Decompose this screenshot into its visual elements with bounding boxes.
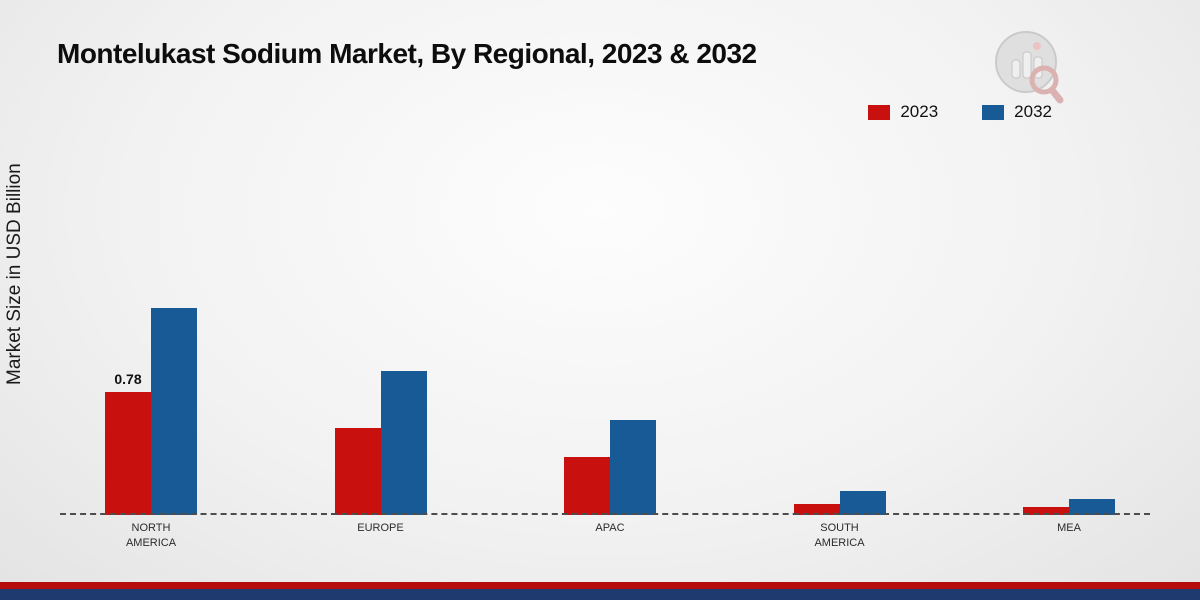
x-axis-baseline xyxy=(60,513,1150,515)
legend-label-2032: 2032 xyxy=(1014,102,1052,121)
bar-group: 0.78 xyxy=(105,308,197,515)
bar-2032-north-america[interactable] xyxy=(151,308,197,515)
bar-group xyxy=(334,371,427,515)
market-research-future-logo-icon xyxy=(995,31,1064,104)
footer-strips xyxy=(0,582,1200,600)
bar-group xyxy=(1023,499,1115,515)
x-axis-label: EUROPE xyxy=(357,522,404,534)
x-axis-label: MEA xyxy=(1057,522,1081,534)
bar-value-label: 0.78 xyxy=(114,371,142,387)
bar-2023-apac[interactable] xyxy=(564,457,610,515)
x-axis-labels: NORTH AMERICA EUROPE APAC SOUTH AMERICA MEA xyxy=(105,521,1115,551)
bar-2032-south-america[interactable] xyxy=(839,491,886,515)
legend-item-2032: 2032 xyxy=(982,102,1052,122)
bar-group xyxy=(793,491,886,515)
x-axis-label: SOUTH AMERICA xyxy=(814,522,865,549)
legend-swatch-2023 xyxy=(868,104,891,120)
bar-2032-europe[interactable] xyxy=(380,371,427,515)
bar-2023-europe[interactable] xyxy=(334,428,381,515)
bar-2032-apac[interactable] xyxy=(610,420,656,515)
x-axis-label: APAC xyxy=(595,522,625,534)
legend: 2023 2032 xyxy=(868,102,1052,122)
x-axis-label: NORTH AMERICA xyxy=(125,522,177,549)
chart-title: Montelukast Sodium Market, By Regional, … xyxy=(57,38,757,69)
legend-swatch-2032 xyxy=(982,104,1005,120)
bar-2023-north-america[interactable]: 0.78 xyxy=(105,371,151,515)
bar-2023-mea[interactable] xyxy=(1023,507,1069,515)
bar-groups: 0.78 xyxy=(105,280,1115,515)
footer-strip-blue xyxy=(0,589,1200,600)
bar-2032-mea[interactable] xyxy=(1069,499,1115,515)
y-axis-title: Market Size in USD Billion xyxy=(4,163,25,385)
footer-strip-red xyxy=(0,582,1200,589)
bar-2023-south-america[interactable] xyxy=(793,504,840,515)
plot-area: 0.78 xyxy=(60,280,1150,515)
legend-item-2023: 2023 xyxy=(868,102,938,122)
legend-label-2023: 2023 xyxy=(900,102,939,121)
bar-group xyxy=(564,420,656,515)
